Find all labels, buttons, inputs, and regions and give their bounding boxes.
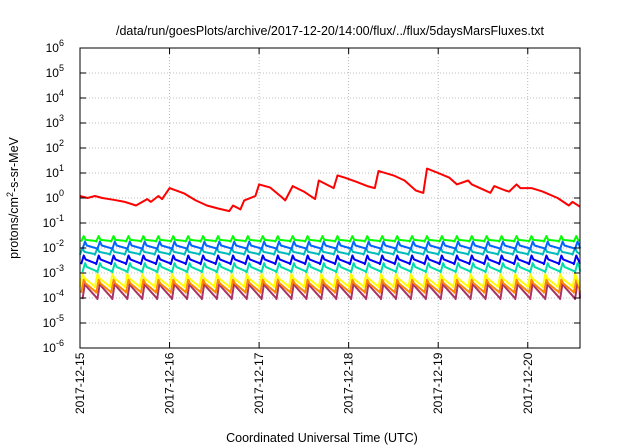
y-tick-label: 10-5 [43, 313, 64, 330]
x-tick-label: 2017-12-20 [521, 352, 535, 414]
chart-title: /data/run/goesPlots/archive/2017-12-20/1… [116, 24, 545, 38]
y-tick-labels: 10-6 10-5 10-4 10-3 10-2 10-1 100 101 102 103 104 1… [43, 38, 64, 355]
y-tick-label: 10-1 [43, 213, 64, 230]
series-line [80, 278, 581, 294]
series-line [80, 254, 581, 266]
series-layer [79, 167, 581, 301]
y-tick-label: 10-4 [43, 288, 64, 305]
series-line [79, 167, 581, 213]
y-axis-label-sup: 2 [5, 192, 15, 197]
axis-ticks [79, 47, 580, 349]
series-line [80, 235, 581, 243]
y-tick-label: 10-2 [43, 238, 64, 255]
x-tick-label: 2017-12-15 [73, 352, 87, 414]
y-axis-label-post: -s-sr-MeV [7, 136, 21, 192]
y-tick-label: 10-6 [43, 338, 64, 355]
series-line [81, 281, 581, 301]
y-tick-label: 103 [46, 113, 64, 130]
x-tick-label: 2017-12-19 [431, 352, 445, 414]
y-tick-label: 106 [46, 38, 64, 55]
y-axis-label-pre: protons/cm [7, 197, 21, 259]
y-tick-label: 104 [46, 88, 64, 105]
x-tick-labels: 2017-12-15 2017-12-16 2017-12-17 2017-12-18… [73, 352, 535, 414]
grid-lines [80, 48, 580, 348]
series-line [79, 247, 581, 256]
x-tick-label: 2017-12-16 [163, 352, 177, 414]
series-line [81, 240, 581, 251]
x-tick-label: 2017-12-17 [252, 352, 266, 414]
x-tick-label: 2017-12-18 [342, 352, 356, 414]
x-axis-label: Coordinated Universal Time (UTC) [226, 431, 418, 445]
series-line [79, 273, 581, 289]
series-line [81, 262, 581, 274]
y-tick-label: 105 [46, 63, 64, 80]
y-axis-label: protons/cm2-s-sr-MeV [5, 136, 21, 258]
y-tick-label: 102 [46, 138, 64, 155]
y-tick-label: 100 [46, 188, 64, 205]
y-tick-label: 10-3 [43, 263, 64, 280]
y-tick-label: 101 [46, 163, 64, 180]
